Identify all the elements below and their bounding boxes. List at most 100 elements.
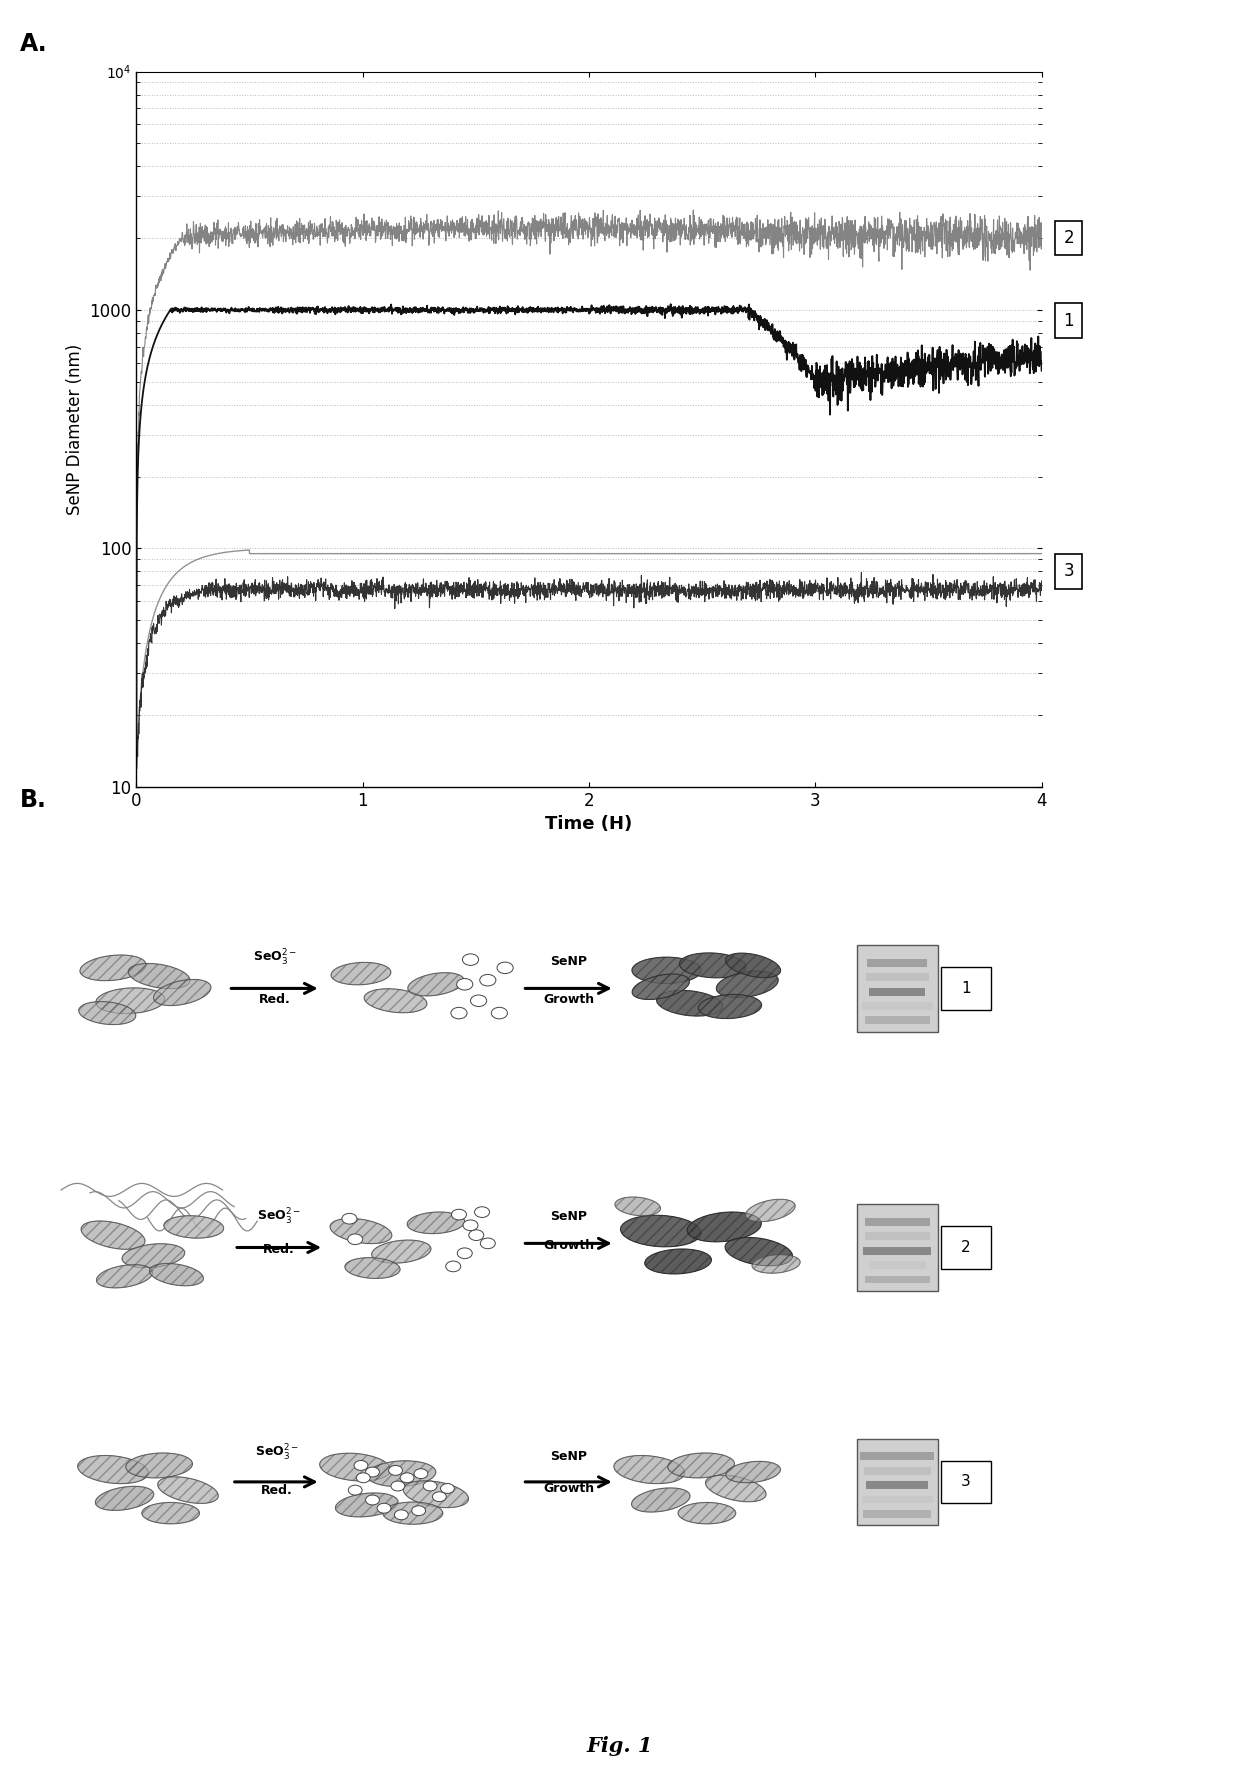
Ellipse shape <box>631 1488 689 1513</box>
Text: SeNP: SeNP <box>551 1210 587 1223</box>
Ellipse shape <box>335 1493 398 1516</box>
Text: 1: 1 <box>1064 311 1074 329</box>
Text: SeNP: SeNP <box>551 955 587 967</box>
Ellipse shape <box>164 1216 223 1237</box>
Ellipse shape <box>81 1221 145 1250</box>
X-axis label: Time (H): Time (H) <box>546 815 632 833</box>
Text: Red.: Red. <box>259 992 290 1005</box>
Ellipse shape <box>725 1237 792 1266</box>
Circle shape <box>458 1248 472 1259</box>
Ellipse shape <box>95 1486 154 1511</box>
Circle shape <box>440 1484 454 1493</box>
Circle shape <box>366 1468 379 1477</box>
Text: Growth: Growth <box>543 1239 594 1252</box>
Circle shape <box>377 1504 391 1513</box>
Bar <box>864 1466 930 1475</box>
Circle shape <box>463 1219 477 1230</box>
FancyBboxPatch shape <box>941 1227 991 1269</box>
Ellipse shape <box>331 962 391 985</box>
Bar <box>862 1495 932 1504</box>
Circle shape <box>347 1234 362 1244</box>
Ellipse shape <box>680 953 746 978</box>
Bar <box>864 1275 930 1284</box>
Bar <box>863 1246 931 1255</box>
Ellipse shape <box>122 1244 185 1268</box>
Ellipse shape <box>408 973 464 996</box>
Bar <box>869 1261 926 1269</box>
Text: SeO$_3^{2-}$: SeO$_3^{2-}$ <box>255 1443 299 1463</box>
Text: Red.: Red. <box>260 1484 293 1497</box>
Text: Growth: Growth <box>543 992 594 1005</box>
Bar <box>862 1001 932 1010</box>
Bar <box>869 987 925 996</box>
Circle shape <box>355 1461 368 1470</box>
Circle shape <box>451 1209 466 1219</box>
FancyBboxPatch shape <box>941 1461 991 1504</box>
Circle shape <box>480 974 496 985</box>
Ellipse shape <box>141 1502 200 1523</box>
Ellipse shape <box>78 1455 149 1484</box>
Text: SeO$_3^{2-}$: SeO$_3^{2-}$ <box>253 948 296 967</box>
Ellipse shape <box>320 1454 391 1480</box>
Circle shape <box>401 1473 414 1482</box>
Bar <box>864 1218 930 1227</box>
Text: Red.: Red. <box>263 1243 295 1257</box>
Circle shape <box>463 953 479 966</box>
Text: Fig. 1: Fig. 1 <box>587 1736 653 1756</box>
Bar <box>859 1452 935 1461</box>
Circle shape <box>451 1007 467 1019</box>
Text: SeO$_3^{2-}$: SeO$_3^{2-}$ <box>257 1207 301 1227</box>
Ellipse shape <box>383 1502 443 1523</box>
Bar <box>857 1439 937 1525</box>
Text: 2: 2 <box>1064 229 1074 247</box>
Ellipse shape <box>95 987 165 1014</box>
Circle shape <box>412 1505 425 1516</box>
Circle shape <box>470 994 486 1007</box>
Ellipse shape <box>632 974 689 999</box>
Bar <box>868 958 928 967</box>
Ellipse shape <box>668 1454 734 1479</box>
Circle shape <box>480 1237 495 1248</box>
Ellipse shape <box>698 994 761 1019</box>
Ellipse shape <box>128 964 190 989</box>
Ellipse shape <box>645 1250 712 1273</box>
Circle shape <box>356 1473 371 1482</box>
Ellipse shape <box>79 955 146 980</box>
Circle shape <box>394 1509 408 1520</box>
Ellipse shape <box>365 989 427 1012</box>
Circle shape <box>445 1261 461 1271</box>
Circle shape <box>366 1495 379 1505</box>
Text: 2: 2 <box>961 1241 971 1255</box>
Ellipse shape <box>330 1218 392 1244</box>
Ellipse shape <box>154 980 211 1005</box>
Ellipse shape <box>620 1216 701 1246</box>
Ellipse shape <box>614 1455 684 1484</box>
Ellipse shape <box>745 1200 795 1221</box>
Ellipse shape <box>725 1461 780 1482</box>
Text: 3: 3 <box>961 1475 971 1489</box>
Bar <box>866 973 929 982</box>
Circle shape <box>342 1214 357 1225</box>
Ellipse shape <box>403 1480 469 1507</box>
Ellipse shape <box>407 1212 465 1234</box>
Text: 3: 3 <box>1064 563 1074 581</box>
Text: Growth: Growth <box>543 1482 594 1495</box>
Ellipse shape <box>78 1001 136 1025</box>
Ellipse shape <box>615 1196 661 1216</box>
Ellipse shape <box>725 953 781 978</box>
Ellipse shape <box>150 1264 203 1286</box>
Circle shape <box>391 1480 404 1491</box>
Text: 1: 1 <box>961 982 971 996</box>
Bar <box>864 1232 930 1241</box>
Text: A.: A. <box>20 32 47 55</box>
Ellipse shape <box>632 957 701 983</box>
Y-axis label: SeNP Diameter (nm): SeNP Diameter (nm) <box>66 343 84 515</box>
Bar <box>857 946 937 1032</box>
Circle shape <box>414 1468 428 1479</box>
Bar <box>864 1016 930 1025</box>
Bar <box>863 1509 931 1518</box>
Circle shape <box>475 1207 490 1218</box>
Circle shape <box>456 978 472 991</box>
Circle shape <box>497 962 513 974</box>
Ellipse shape <box>367 1461 435 1486</box>
